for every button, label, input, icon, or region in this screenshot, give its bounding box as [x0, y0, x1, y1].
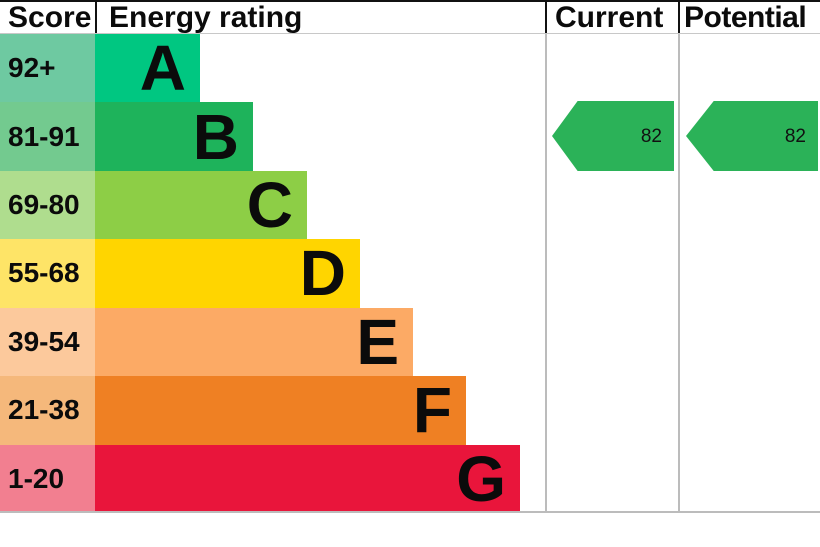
- potential-rating-value: 82: [784, 125, 806, 147]
- band-row-c: 69-80 C: [0, 169, 545, 242]
- rating-bands: 92+ A 81-91 B 69-80 C 55-68 D 39-54: [0, 34, 545, 513]
- bottom-border: [0, 511, 820, 513]
- current-rating-arrow: 82: [552, 101, 674, 171]
- score-cell: 21-38: [0, 376, 95, 445]
- header-potential: Potential: [678, 1, 820, 34]
- divider-potential-column: [678, 34, 680, 511]
- band-bar-c: C: [95, 169, 307, 242]
- band-bar-d: D: [95, 237, 360, 310]
- score-cell: 55-68: [0, 239, 95, 308]
- band-letter: E: [356, 305, 399, 378]
- header-underline: [0, 33, 820, 34]
- header-current: Current: [545, 1, 678, 34]
- current-rating-value: 82: [640, 125, 662, 147]
- band-letter: D: [299, 237, 346, 310]
- band-row-d: 55-68 D: [0, 237, 545, 310]
- potential-rating-arrow: 82: [686, 101, 818, 171]
- band-letter: B: [192, 100, 239, 173]
- band-bar-f: F: [95, 374, 466, 447]
- score-cell: 81-91: [0, 102, 95, 171]
- score-cell: 39-54: [0, 307, 95, 377]
- divider-current-column: [545, 34, 547, 511]
- score-cell: 69-80: [0, 170, 95, 240]
- band-letter: G: [456, 442, 506, 515]
- band-letter: F: [412, 374, 452, 447]
- band-row-e: 39-54 E: [0, 305, 545, 378]
- header-energy-rating: Energy rating: [95, 1, 545, 34]
- band-row-b: 81-91 B: [0, 100, 545, 173]
- top-border: [0, 0, 820, 2]
- band-bar-e: E: [95, 305, 413, 378]
- header-row: Score Energy rating Current Potential: [0, 0, 820, 34]
- band-letter: C: [246, 169, 293, 242]
- band-letter: A: [139, 32, 186, 105]
- header-score: Score: [8, 0, 92, 34]
- band-bar-b: B: [95, 100, 253, 173]
- band-row-f: 21-38 F: [0, 374, 545, 447]
- band-bar-g: G: [95, 442, 520, 515]
- band-row-g: 1-20 G: [0, 442, 545, 515]
- score-cell: 1-20: [0, 444, 95, 513]
- band-row-a: 92+ A: [0, 32, 545, 105]
- score-cell: 92+: [0, 34, 95, 103]
- band-bar-a: A: [95, 32, 200, 105]
